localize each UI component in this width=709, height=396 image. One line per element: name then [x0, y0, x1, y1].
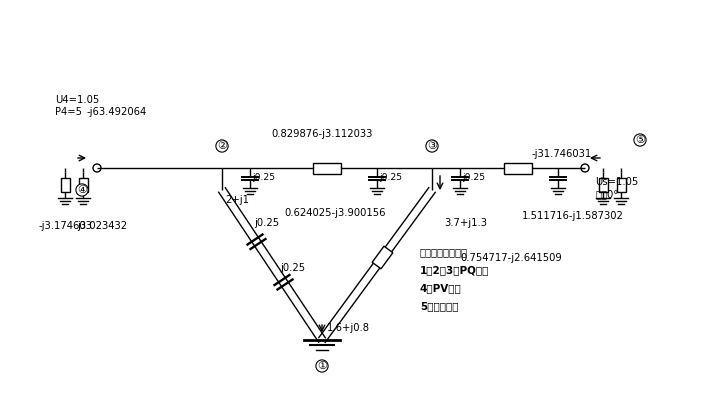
Bar	[313, 162, 341, 173]
Text: 0.829876-j3.112033: 0.829876-j3.112033	[272, 129, 373, 139]
Bar	[504, 162, 532, 173]
Text: 1.511716-j1.587302: 1.511716-j1.587302	[522, 211, 624, 221]
Text: 0.754717-j2.641509: 0.754717-j2.641509	[460, 253, 562, 263]
Text: j0.25: j0.25	[280, 263, 305, 273]
Text: j0.25: j0.25	[379, 173, 402, 183]
Text: ④: ④	[77, 185, 87, 195]
Text: j0.25: j0.25	[252, 173, 275, 183]
Text: ②: ②	[217, 141, 227, 151]
Text: j0.25: j0.25	[462, 173, 485, 183]
Text: 3.7+j1.3: 3.7+j1.3	[444, 218, 487, 228]
Text: ⑤: ⑤	[635, 135, 645, 145]
Text: 0.624025-j3.900156: 0.624025-j3.900156	[284, 208, 386, 218]
Text: 1，2，3为PQ节点: 1，2，3为PQ节点	[420, 265, 489, 275]
Bar	[372, 246, 393, 269]
Text: 相角0°: 相角0°	[595, 189, 618, 199]
Text: j3.023432: j3.023432	[77, 221, 127, 231]
Text: P4=5: P4=5	[55, 107, 82, 117]
Text: ①: ①	[317, 361, 327, 371]
Text: 5为平衡节点: 5为平衡节点	[420, 301, 459, 311]
Bar	[79, 178, 87, 192]
Text: -j3.174603: -j3.174603	[39, 221, 93, 231]
Text: 1.6+j0.8: 1.6+j0.8	[327, 323, 370, 333]
Bar	[60, 178, 69, 192]
Text: -j31.746031: -j31.746031	[532, 149, 592, 159]
Text: -j63.492064: -j63.492064	[87, 107, 147, 117]
Text: 注：以上均为导纳: 注：以上均为导纳	[420, 247, 468, 257]
Text: 2+j1: 2+j1	[225, 195, 249, 205]
Bar	[598, 178, 608, 192]
Text: U4=1.05: U4=1.05	[55, 95, 99, 105]
Text: 4为PV节点: 4为PV节点	[420, 283, 462, 293]
Text: ③: ③	[427, 141, 437, 151]
Text: Us=1.05: Us=1.05	[595, 177, 638, 187]
Text: j0.25: j0.25	[254, 218, 279, 228]
Bar	[617, 178, 625, 192]
